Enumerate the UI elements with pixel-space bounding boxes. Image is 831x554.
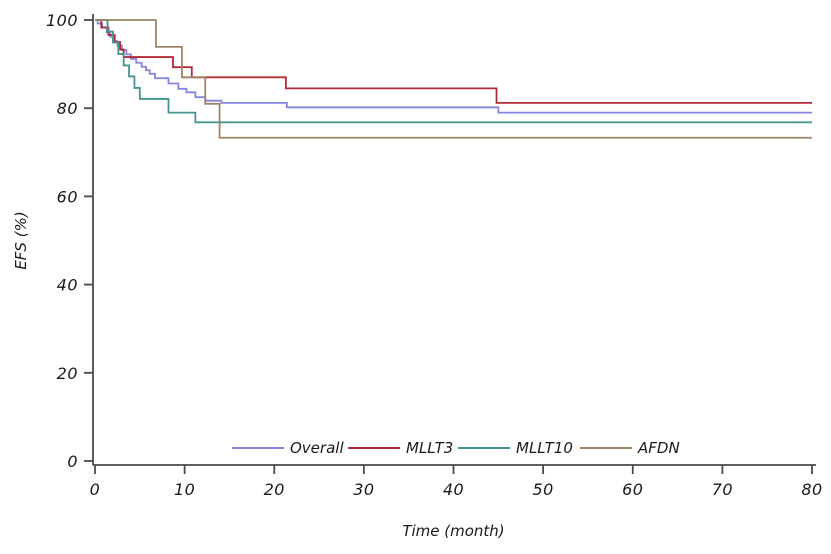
y-tick-label: 40: [57, 276, 78, 295]
legend-label-overall: Overall: [290, 439, 344, 457]
label-layer: Time (month) EFS (%): [12, 211, 505, 540]
legend-item-overall: Overall: [232, 439, 344, 457]
series-line-mllt10: [95, 19, 812, 124]
x-tick-label: 60: [622, 480, 643, 499]
y-tick-label: 80: [57, 99, 78, 118]
x-tick-label: 70: [712, 480, 733, 499]
x-tick-label: 0: [90, 480, 101, 499]
y-tick-label: 60: [57, 187, 78, 206]
series-line-afdn: [95, 19, 812, 139]
series-line-overall: [95, 19, 812, 114]
y-tick-label: 100: [46, 11, 78, 30]
legend-layer: Overall MLLT3 MLLT10 AFDN: [232, 439, 680, 457]
x-tick-label: 50: [532, 480, 553, 499]
x-tick-label: 40: [443, 480, 464, 499]
y-tick-label: 20: [57, 364, 78, 383]
x-tick-label: 10: [174, 480, 195, 499]
axes-layer: 0 10 20 30 40 50 60 70 80 0 20 40 60 80 100: [46, 11, 822, 499]
y-axis-title: EFS (%): [12, 211, 30, 269]
legend-label-mllt3: MLLT3: [406, 439, 453, 457]
legend-label-afdn: AFDN: [637, 439, 680, 457]
x-tick-label: 30: [353, 480, 374, 499]
legend-item-mllt3: MLLT3: [348, 439, 453, 457]
x-tick-label: 20: [264, 480, 285, 499]
legend-item-afdn: AFDN: [580, 439, 680, 457]
x-tick-label: 80: [801, 480, 822, 499]
legend-label-mllt10: MLLT10: [516, 439, 573, 457]
x-axis-title: Time (month): [402, 522, 504, 540]
series-line-mllt3: [95, 19, 812, 104]
legend-item-mllt10: MLLT10: [458, 439, 573, 457]
series-layer: [95, 19, 812, 139]
y-tick-label: 0: [67, 452, 78, 471]
